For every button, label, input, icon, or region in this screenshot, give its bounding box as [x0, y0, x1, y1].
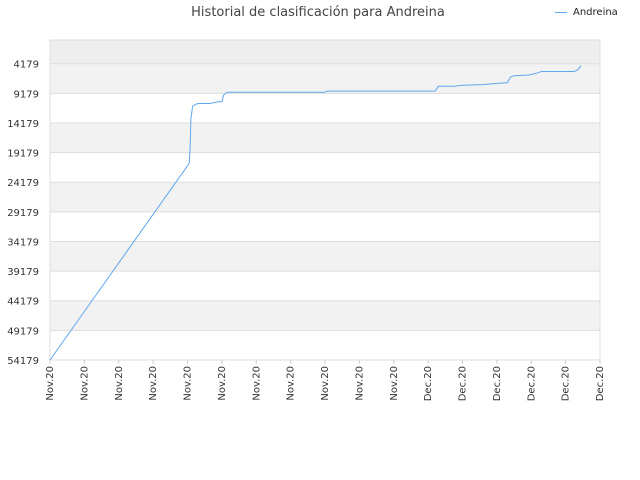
x-tick-label: Dec.20 [595, 366, 606, 401]
x-tick-label: Nov.20 [251, 366, 262, 401]
x-tick-label: Dec.20 [561, 366, 572, 401]
grid-band [50, 122, 600, 153]
y-tick-label: 29179 [7, 208, 39, 219]
grid-band [50, 40, 600, 64]
y-tick-label: 4179 [14, 60, 39, 71]
legend: Andreina [555, 7, 618, 18]
y-tick-label: 34179 [7, 237, 39, 248]
y-tick-label: 19179 [7, 149, 39, 160]
grid-band [50, 330, 600, 360]
y-tick-label: 39179 [7, 267, 39, 278]
x-tick-label: Nov.20 [320, 366, 331, 401]
grid-band [50, 241, 600, 272]
x-tick-label: Dec.20 [526, 366, 537, 401]
x-tick-label: Nov.20 [354, 366, 365, 401]
grid-band [50, 93, 600, 123]
y-tick-label: 14179 [7, 119, 39, 130]
x-tick-label: Nov.20 [79, 366, 90, 401]
x-tick-label: Nov.20 [217, 366, 228, 401]
x-tick-label: Dec.20 [458, 366, 469, 401]
x-tick-label: Nov.20 [114, 366, 125, 401]
y-tick-label: 9179 [14, 89, 39, 100]
grid-band [50, 63, 600, 94]
grid-band [50, 152, 600, 183]
legend-swatch [555, 11, 567, 13]
series-line-andreina [49, 65, 582, 361]
chart-title: Historial de clasificación para Andreina [191, 5, 445, 20]
grid-band [50, 211, 600, 242]
y-tick-label: 24179 [7, 178, 39, 189]
x-tick-label: Nov.20 [148, 366, 159, 401]
y-tick-label: 49179 [7, 326, 39, 337]
grid-band [50, 300, 600, 331]
x-tick-label: Nov.20 [183, 366, 194, 401]
grid-band [50, 182, 600, 212]
x-tick-label: Nov.20 [45, 366, 56, 401]
legend-label: Andreina [573, 7, 618, 18]
x-tick-label: Dec.20 [492, 366, 503, 401]
x-tick-label: Nov.20 [389, 366, 400, 401]
y-tick-label: 44179 [7, 297, 39, 308]
y-tick-label: 54179 [7, 356, 39, 367]
x-tick-label: Nov.20 [286, 366, 297, 401]
x-tick-label: Dec.20 [423, 366, 434, 401]
grid-band [50, 271, 600, 301]
